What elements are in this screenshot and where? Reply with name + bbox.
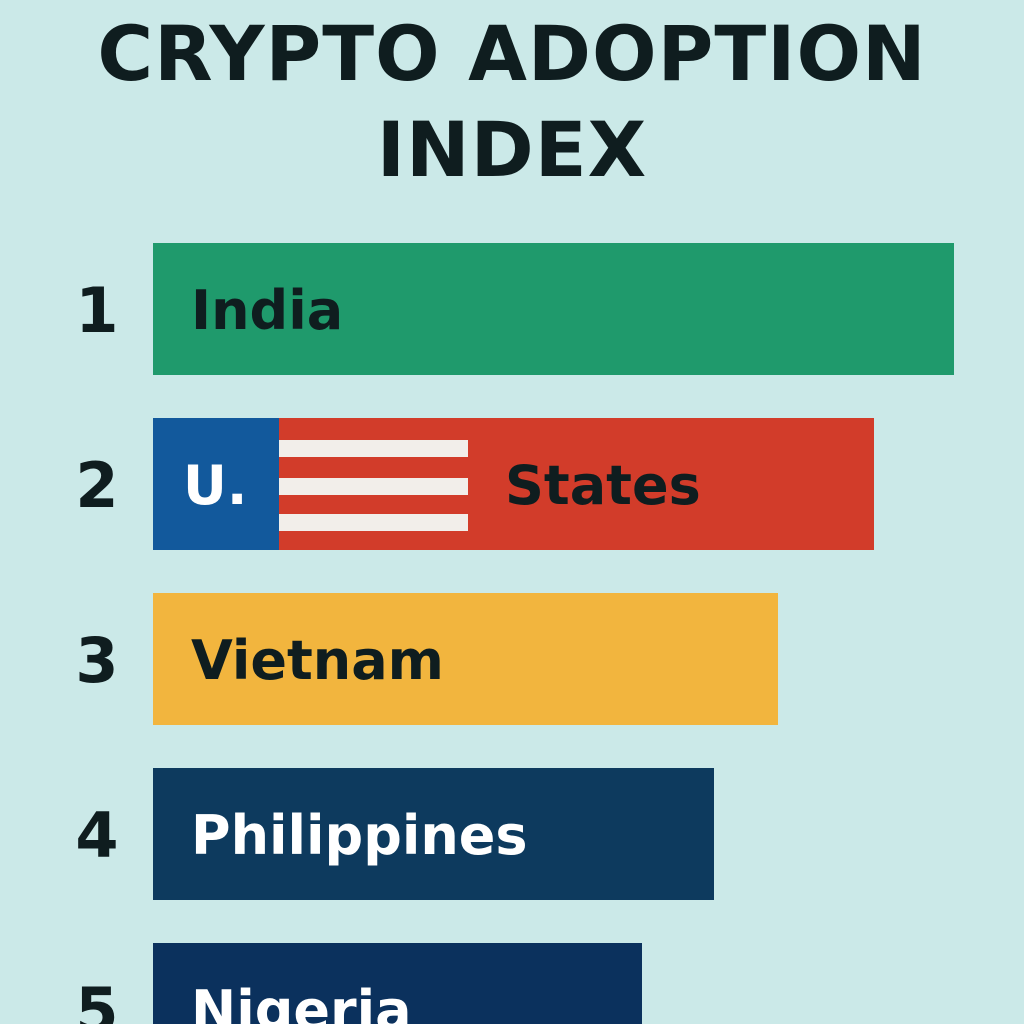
bar-nigeria (153, 943, 642, 1024)
bar-group-india: India 1 (75, 243, 954, 375)
bar-group-nigeria: Nigeria 5 (75, 943, 642, 1024)
rank-number: 3 (75, 624, 118, 697)
flag-stripe (279, 514, 468, 531)
bar-india (153, 243, 954, 375)
flag-canton (153, 418, 279, 550)
rank-number: 1 (75, 274, 118, 347)
rank-number: 4 (75, 799, 118, 872)
bar-vietnam (153, 593, 778, 725)
bar-label: Nigeria (191, 979, 412, 1024)
bar-philippines (153, 768, 714, 900)
bar-group-vietnam: Vietnam 3 (75, 593, 778, 725)
bar-label: Philippines (191, 804, 528, 867)
rank-number: 2 (75, 449, 118, 522)
bar-group-philippines: Philippines 4 (75, 768, 714, 900)
bar-label-prefix: U. (183, 454, 247, 517)
bar-label: States (505, 454, 701, 517)
rank-number: 5 (75, 974, 118, 1024)
chart-title: CRYPTO ADOPTION INDEX (97, 9, 927, 194)
flag-stripe (279, 440, 468, 457)
bar-label: Vietnam (191, 629, 444, 692)
bar-group-u-states: U. States 2 (75, 418, 874, 550)
flag-stripe (279, 478, 468, 495)
bar-label: India (191, 279, 343, 342)
